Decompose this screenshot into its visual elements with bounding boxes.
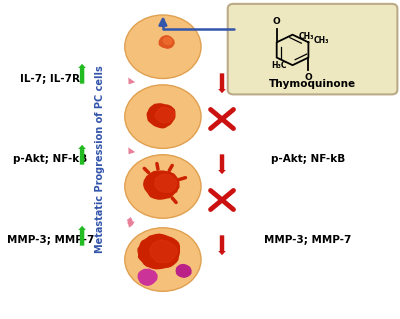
Text: CH₃: CH₃: [314, 36, 330, 45]
Circle shape: [125, 15, 201, 78]
Text: MMP-3; MMP-7: MMP-3; MMP-7: [264, 235, 352, 246]
Polygon shape: [150, 240, 178, 263]
Circle shape: [125, 85, 201, 148]
Text: O: O: [273, 18, 280, 26]
FancyBboxPatch shape: [228, 4, 397, 94]
Polygon shape: [163, 38, 172, 45]
Text: O: O: [304, 73, 312, 82]
Text: p-Akt; NF-kB: p-Akt; NF-kB: [271, 154, 345, 165]
Polygon shape: [147, 104, 175, 128]
Polygon shape: [144, 171, 179, 199]
Circle shape: [125, 228, 201, 291]
Text: p-Akt; NF-kB: p-Akt; NF-kB: [13, 154, 88, 165]
Text: H₃C: H₃C: [271, 61, 287, 70]
Text: MMP-3; MMP-7: MMP-3; MMP-7: [7, 235, 94, 246]
Polygon shape: [138, 234, 179, 269]
Text: Thymoquinone: Thymoquinone: [269, 79, 356, 89]
Text: IL-7; IL-7R: IL-7; IL-7R: [278, 73, 338, 84]
Circle shape: [125, 155, 201, 218]
Polygon shape: [138, 269, 157, 285]
Polygon shape: [159, 36, 174, 48]
Text: IL-7; IL-7R: IL-7; IL-7R: [20, 73, 80, 84]
Polygon shape: [155, 174, 177, 192]
Text: CH₃: CH₃: [298, 32, 314, 41]
Polygon shape: [176, 264, 191, 277]
Polygon shape: [155, 107, 175, 123]
Text: Metastatic Progression of PC cells: Metastatic Progression of PC cells: [95, 66, 105, 253]
